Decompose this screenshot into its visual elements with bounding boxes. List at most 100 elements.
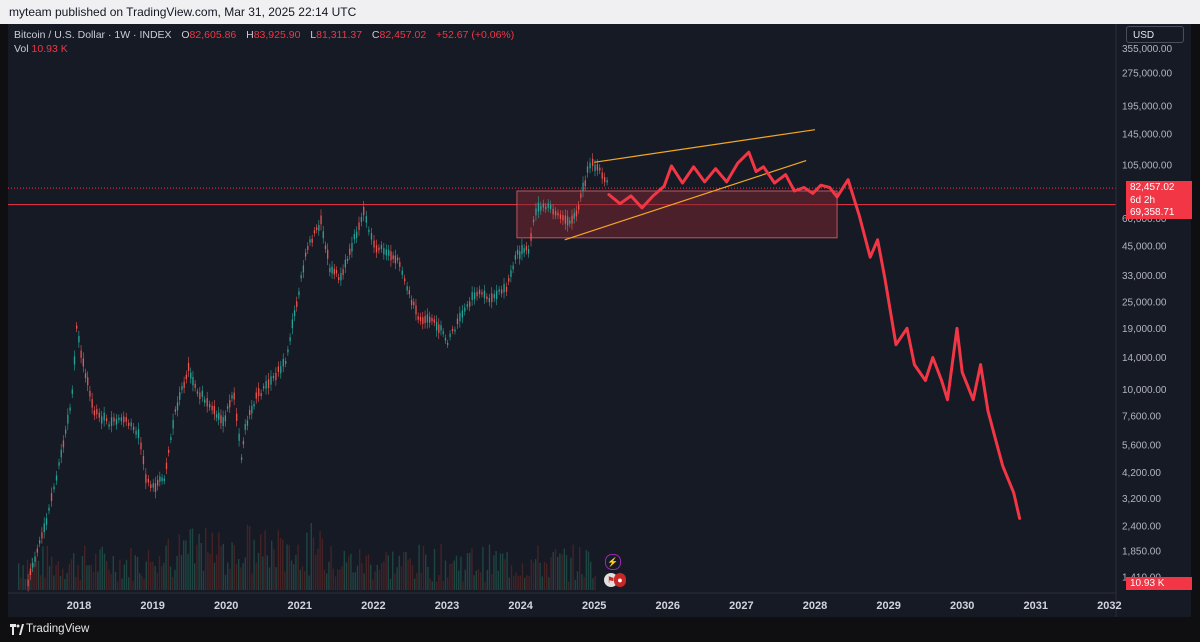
candle-body xyxy=(270,376,272,385)
candle-body xyxy=(183,381,185,388)
candle-body xyxy=(554,211,557,216)
volume-bar xyxy=(231,542,233,590)
candle-body xyxy=(48,507,50,511)
candle-body xyxy=(201,390,203,397)
candle-body xyxy=(346,258,349,261)
volume-bar xyxy=(431,581,433,590)
volume-bar xyxy=(189,529,191,590)
volume-bar xyxy=(308,575,310,590)
volume-bar xyxy=(244,557,246,590)
volume-bar xyxy=(447,577,449,590)
volume-bar xyxy=(161,565,163,590)
volume-bar xyxy=(255,562,257,590)
candle-body xyxy=(519,251,521,259)
candle-body xyxy=(383,248,385,255)
candle-body xyxy=(282,358,284,367)
y-tick-label: 10,000.00 xyxy=(1122,385,1167,396)
candle-body xyxy=(591,158,594,166)
volume-bar xyxy=(81,556,84,590)
currency-button[interactable]: USD xyxy=(1126,26,1184,43)
chart-area[interactable]: 355,000.00 275,000.00 195,000.00 145,000.00… xyxy=(8,24,1192,617)
candle-body xyxy=(302,265,305,273)
candle-body xyxy=(78,335,80,343)
volume-bar xyxy=(48,566,51,590)
candle-body xyxy=(62,440,65,448)
volume-bar xyxy=(66,572,68,590)
candle-body xyxy=(535,208,537,216)
chart-svg[interactable]: 355,000.00 275,000.00 195,000.00 145,000.00… xyxy=(8,24,1191,617)
volume-bar xyxy=(367,554,370,590)
candle-body xyxy=(137,429,140,439)
candle-body xyxy=(552,208,554,215)
x-tick-label: 2025 xyxy=(582,600,606,612)
candle-body xyxy=(512,265,514,270)
candle-body xyxy=(584,180,586,187)
candle-body xyxy=(444,337,447,341)
volume-bar xyxy=(101,546,103,590)
candle-body xyxy=(36,548,38,553)
volume-bar xyxy=(394,573,396,590)
candle-body xyxy=(304,252,307,257)
candle-body xyxy=(564,215,567,224)
candle-body xyxy=(599,167,601,171)
volume-bar xyxy=(301,566,304,590)
volume-bar xyxy=(563,548,565,590)
volume-bar xyxy=(271,540,273,590)
candle-body xyxy=(473,292,476,300)
volume-bar xyxy=(543,561,546,590)
volume-label: Vol xyxy=(14,43,29,55)
volume-bar xyxy=(44,577,46,590)
volume-bar xyxy=(383,561,385,590)
candle-body xyxy=(516,249,519,255)
candle-body xyxy=(170,437,172,441)
candle-body xyxy=(523,248,525,253)
tradingview-brand[interactable]: TradingView xyxy=(26,623,90,635)
volume-bar xyxy=(524,578,526,590)
volume-bar xyxy=(337,569,339,590)
y-tick-label: 4,200.00 xyxy=(1122,468,1161,479)
volume-bar xyxy=(112,555,114,590)
candle-body xyxy=(510,270,512,278)
candle-body xyxy=(488,297,491,303)
candle-body xyxy=(34,556,36,563)
volume-bar xyxy=(387,555,389,590)
candle-body xyxy=(594,164,596,172)
volume-bar xyxy=(92,571,95,590)
volume-bar xyxy=(290,560,293,590)
earnings-event-icon[interactable]: ● xyxy=(614,573,626,587)
volume-bar xyxy=(123,564,125,590)
volume-bar xyxy=(55,565,57,590)
y-tick-label: 1,850.00 xyxy=(1122,546,1161,557)
candle-body xyxy=(300,275,302,279)
open-value: 82,605.86 xyxy=(189,29,237,41)
volume-bar xyxy=(570,557,572,590)
candle-body xyxy=(454,329,456,332)
tradingview-logo-icon xyxy=(10,624,24,635)
high-value: 83,925.90 xyxy=(253,29,301,41)
candle-body xyxy=(550,204,552,210)
volume-bar xyxy=(200,543,202,590)
candle-body xyxy=(469,301,471,307)
volume-bar xyxy=(37,560,40,590)
volume-bar xyxy=(411,564,414,590)
candle-body xyxy=(571,215,573,224)
volume-bar xyxy=(77,564,79,590)
symbol-label[interactable]: Bitcoin / U.S. Dollar · 1W · INDEX xyxy=(14,29,172,41)
volume-bar xyxy=(293,564,295,590)
volume-bar xyxy=(405,551,407,590)
volume-bar xyxy=(306,532,308,590)
candle-body xyxy=(451,328,454,332)
countdown-tag: 6d 2h xyxy=(1126,194,1192,206)
volume-bar xyxy=(185,540,187,590)
volume-bar xyxy=(35,556,37,590)
candle-body xyxy=(385,249,387,256)
low-label: L xyxy=(310,29,317,41)
candle-body xyxy=(113,417,115,422)
candle-body xyxy=(58,462,60,466)
candle-body xyxy=(353,233,355,240)
candle-body xyxy=(159,476,161,482)
volume-bar xyxy=(266,555,268,590)
x-tick-label: 2028 xyxy=(803,600,827,612)
lightning-event-icon[interactable]: ⚡ xyxy=(605,554,621,570)
candle-body xyxy=(537,202,540,212)
